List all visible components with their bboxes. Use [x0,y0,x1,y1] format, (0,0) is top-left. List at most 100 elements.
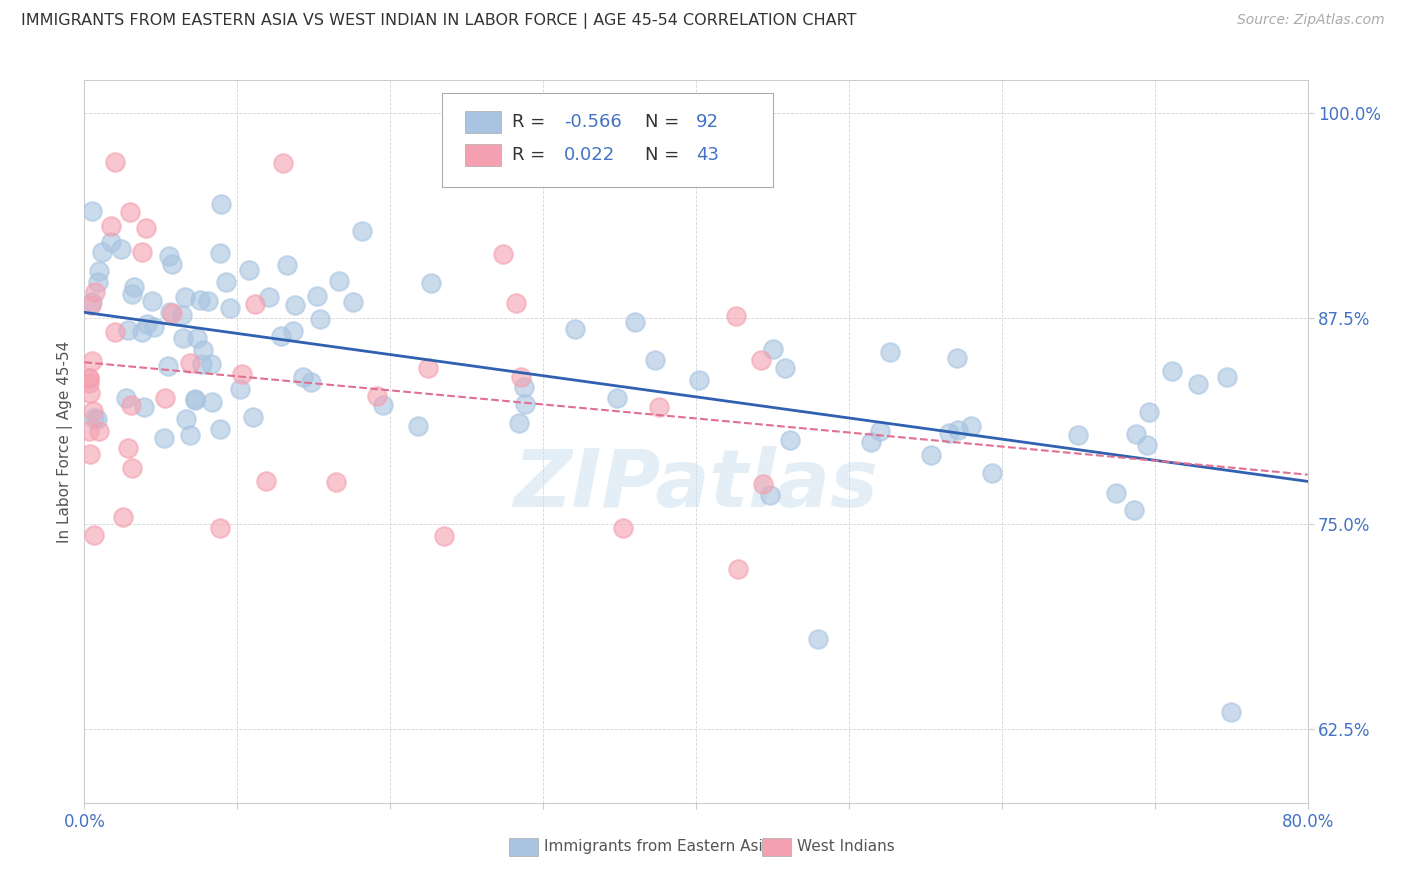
Point [184,392,207,407]
Point [1216,369,1239,384]
Point [606,391,628,405]
Point [135,317,157,331]
Point [406,418,429,433]
Point [117,441,139,455]
Point [307,289,329,303]
Point [131,244,153,259]
Point [157,249,180,263]
Point [773,360,796,375]
Point [80,297,103,311]
Point [104,155,127,169]
Point [648,400,671,414]
Point [80,203,103,218]
Point [1220,706,1243,720]
Point [946,423,969,437]
Point [84,285,107,299]
Point [209,246,232,260]
Text: IMMIGRANTS FROM EASTERN ASIA VS WEST INDIAN IN LABOR FORCE | AGE 45-54 CORRELATI: IMMIGRANTS FROM EASTERN ASIA VS WEST IND… [21,13,856,29]
Point [612,521,634,535]
Point [215,276,238,290]
Point [172,308,194,322]
Point [1125,427,1147,442]
Text: -0.566: -0.566 [564,113,621,131]
Point [87,275,110,289]
Point [83,528,105,542]
Text: Immigrants from Eastern Asia: Immigrants from Eastern Asia [544,839,772,855]
Point [945,351,967,365]
Point [159,305,181,319]
Point [122,279,145,293]
Point [110,242,132,256]
Point [193,343,215,358]
Point [273,156,295,170]
Point [197,293,219,308]
FancyBboxPatch shape [465,144,502,166]
Point [79,447,101,461]
FancyBboxPatch shape [441,93,773,187]
Text: R =: R = [513,145,557,164]
Point [328,274,350,288]
Point [112,509,135,524]
Point [276,258,298,272]
Point [135,221,157,235]
Text: N =: N = [644,113,685,131]
Point [100,219,122,234]
Point [727,562,749,576]
Point [1161,364,1184,378]
Point [77,371,100,385]
Point [564,321,586,335]
Point [201,395,224,409]
Point [1123,503,1146,517]
Point [209,422,232,436]
Point [243,297,266,311]
Text: R =: R = [513,113,551,131]
Point [172,331,194,345]
Point [419,277,441,291]
Point [725,309,748,323]
Point [186,331,208,345]
Point [179,356,201,370]
Point [508,416,530,430]
Point [142,320,165,334]
Point [209,197,232,211]
Point [352,224,374,238]
Point [132,400,155,414]
Point [141,294,163,309]
Point [229,382,252,396]
Point [1137,405,1160,419]
Point [89,425,111,439]
Point [121,461,143,475]
Point [176,412,198,426]
Point [79,385,101,400]
Point [309,311,332,326]
Point [749,352,772,367]
Point [238,263,260,277]
Point [156,359,179,374]
Point [433,529,456,543]
FancyBboxPatch shape [509,838,538,855]
Point [103,326,125,340]
Point [231,368,253,382]
Point [762,343,785,357]
Text: N =: N = [644,145,685,164]
Point [153,431,176,445]
Point [91,245,114,260]
Point [779,434,801,448]
Point [980,466,1002,480]
Point [82,404,104,418]
Point [281,324,304,338]
Y-axis label: In Labor Force | Age 45-54: In Labor Force | Age 45-54 [58,341,73,542]
Point [505,296,527,310]
Point [86,412,108,426]
Text: West Indians: West Indians [797,839,896,855]
Point [190,357,212,371]
Point [920,448,942,462]
Point [859,435,882,450]
Point [299,375,322,389]
Point [759,488,782,502]
Point [77,376,100,390]
Point [751,477,773,491]
Point [959,419,981,434]
Point [131,326,153,340]
Point [80,354,103,368]
